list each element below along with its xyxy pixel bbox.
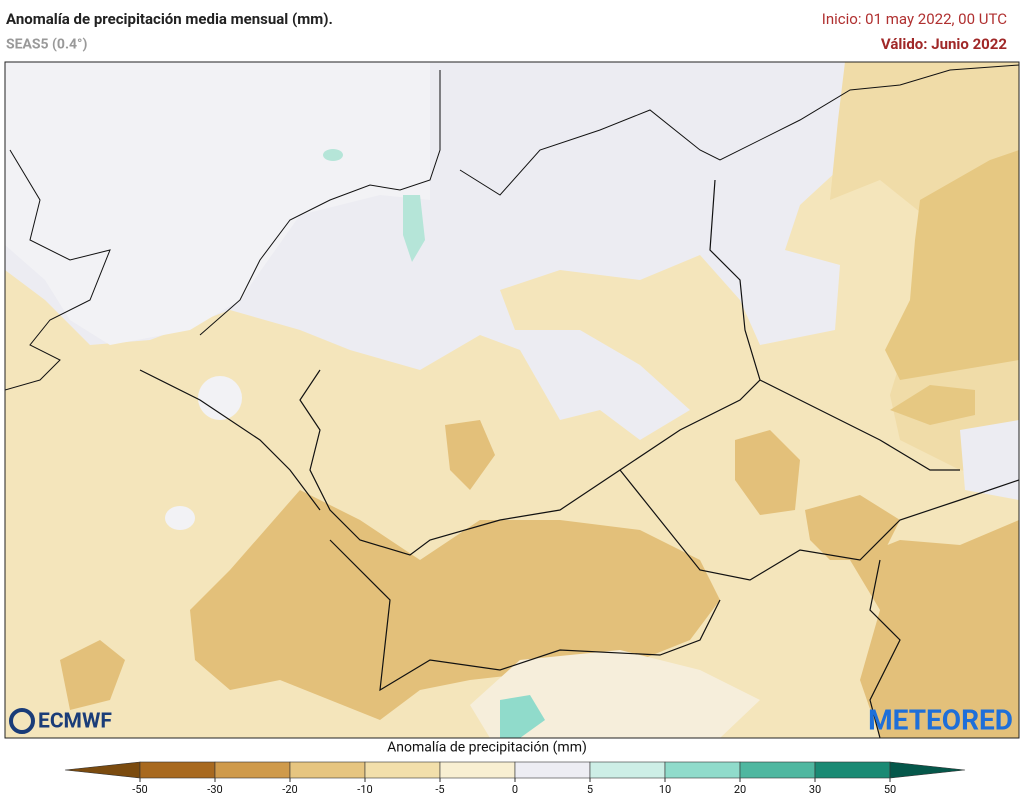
colorbar-box [739, 761, 816, 779]
sea [5, 62, 430, 345]
patch [960, 420, 1019, 500]
logo-icon [9, 708, 35, 734]
valid-date: Válido: Junio 2022 [881, 35, 1007, 53]
border [759, 379, 960, 471]
colorbar-tick-label: 5 [587, 783, 593, 796]
colorbar-box [814, 761, 891, 779]
title: Anomalía de precipitación media mensual … [6, 10, 333, 28]
colorbar-box [439, 761, 516, 779]
init-date: Inicio: 01 may 2022, 00 UTC [822, 10, 1007, 28]
patch [445, 420, 495, 490]
patch [403, 195, 425, 262]
colorbar-label: Anomalía de precipitación (mm) [387, 740, 587, 756]
colorbar-box [589, 761, 666, 779]
colorbar-tick-label: -5 [435, 783, 444, 796]
border [869, 559, 901, 738]
colorbar-tick-label: -50 [132, 783, 147, 796]
colorbar-box [664, 761, 741, 779]
colorbar-tick-label: 30 [809, 783, 821, 796]
patch [165, 506, 195, 530]
colorbar-box [364, 761, 441, 779]
patch [500, 695, 545, 738]
colorbar-box [514, 761, 591, 779]
colorbar-tick-label: 20 [734, 783, 746, 796]
east-drier [885, 150, 1019, 380]
border [619, 469, 1019, 581]
colorbar-tick-label: 50 [884, 783, 896, 796]
border [139, 369, 321, 511]
patch [198, 376, 242, 420]
ecmwf-logo: ECMWF [9, 708, 112, 734]
colorbar-tick-label: -20 [282, 783, 297, 796]
patch [60, 640, 125, 710]
border [299, 179, 761, 556]
colorbar-extend [889, 761, 966, 779]
coastline [199, 70, 441, 336]
colorbar-tick-label: -30 [207, 783, 222, 796]
colorbar-box [139, 761, 216, 779]
map-frame [4, 61, 1020, 739]
border [329, 539, 721, 692]
patch [323, 149, 343, 161]
logo-text: ECMWF [38, 710, 112, 734]
colorbar-box [214, 761, 291, 779]
model: SEAS5 (0.4°) [6, 37, 88, 53]
patch [850, 520, 1019, 738]
colorbar-box [289, 761, 366, 779]
coastline [459, 64, 1019, 196]
colorbar-extend [64, 761, 141, 779]
coastline [5, 149, 111, 391]
colorbar-tick-label: -10 [357, 783, 372, 796]
colorbar: -50 -30 -20 -10 -5 0 5 10 20 30 50 [64, 761, 966, 796]
map: ECMWF METEORED [4, 61, 1020, 739]
patch [890, 385, 975, 425]
patch [735, 430, 800, 515]
meteored-logo: METEORED [868, 703, 1013, 736]
colorbar-tick-label: 0 [512, 783, 518, 796]
colorbar-tick-label: 10 [659, 783, 671, 796]
